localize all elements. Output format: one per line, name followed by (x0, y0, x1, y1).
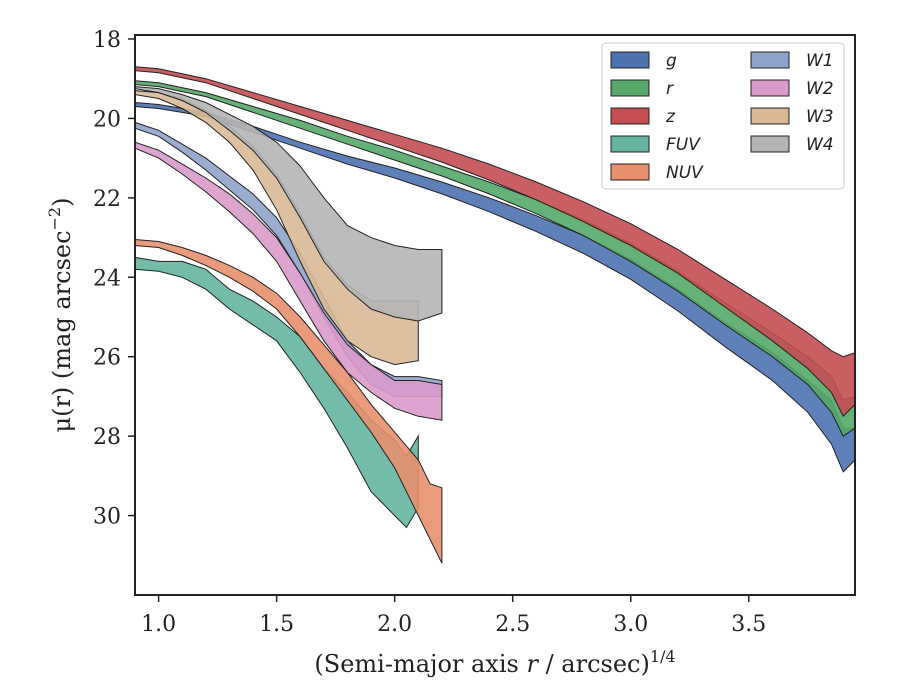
legend-swatch-g (610, 51, 650, 69)
y-axis-label-superscript: −2 (45, 207, 64, 231)
y-tick-label: 28 (93, 425, 121, 450)
x-axis-label-superscript: 1/4 (650, 647, 676, 666)
legend-swatch-W4 (750, 135, 790, 153)
y-tick-label: 20 (93, 107, 121, 132)
legend: grz FUV NUV W1 W2 W3 W4 (601, 42, 845, 190)
legend-swatch-NUV (610, 163, 650, 181)
y-tick-label: 24 (93, 266, 121, 291)
legend-swatch-FUV (610, 135, 650, 153)
legend-label-W3: W3 (806, 107, 834, 127)
y-tick-label: 30 (93, 505, 121, 530)
y-axis-label-main: μ(r) (mag arcsec (48, 230, 76, 432)
legend-label-FUV: FUV (666, 135, 701, 155)
plot-frame (134, 34, 856, 596)
legend-label-g: g (666, 51, 677, 71)
band-W2 (134, 141, 443, 421)
band-NUV (134, 238, 443, 564)
x-axis-ticks: 1.0 1.5 2.0 2.5 3.0 3.5 (141, 595, 766, 637)
legend-label-z: z (665, 107, 676, 127)
legend-label-W4: W4 (806, 135, 834, 155)
band-W4 (134, 86, 443, 322)
y-axis-label-close: ) (48, 198, 76, 207)
x-tick-label: 3.5 (731, 612, 766, 637)
legend-label-W2: W2 (806, 79, 834, 99)
x-axis-label: (Semi-major axis r / arcsec)1/4 (314, 647, 675, 678)
x-tick-label: 2.0 (377, 612, 412, 637)
y-tick-label: 18 (93, 28, 121, 53)
profile-bands (134, 66, 856, 564)
y-tick-label: 22 (93, 187, 121, 212)
legend-label-W1: W1 (806, 51, 834, 71)
y-axis-ticks: 18 20 22 24 26 28 30 (93, 28, 135, 530)
legend-swatch-W2 (750, 79, 790, 97)
legend-swatch-W3 (750, 107, 790, 125)
legend-label-r: r (666, 79, 674, 99)
x-tick-label: 3.0 (613, 612, 648, 637)
x-axis-label-var: r (526, 650, 539, 678)
legend-label-NUV: NUV (666, 163, 704, 183)
x-tick-label: 1.0 (141, 612, 176, 637)
legend-swatch-z (610, 107, 650, 125)
x-tick-label: 1.5 (259, 612, 294, 637)
x-axis-label-part2: / arcsec) (538, 650, 650, 678)
x-axis-label-part1: (Semi-major axis (314, 650, 526, 678)
legend-swatch-r (610, 79, 650, 97)
legend-swatch-W1 (750, 51, 790, 69)
y-axis-label: μ(r) (mag arcsec−2) (45, 198, 76, 433)
y-tick-label: 26 (93, 346, 121, 371)
x-tick-label: 2.5 (495, 612, 530, 637)
